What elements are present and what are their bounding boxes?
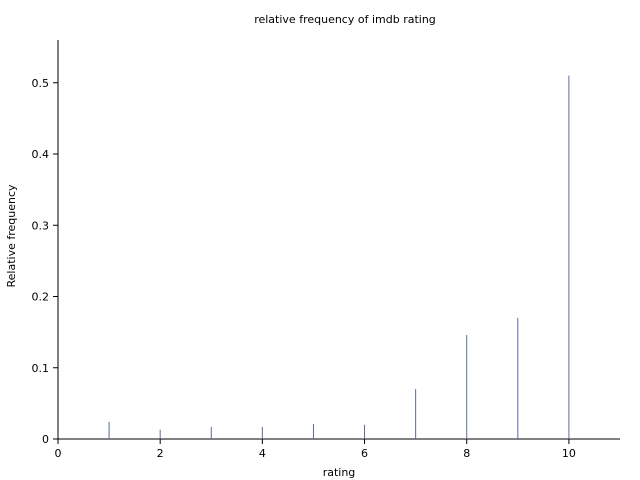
y-tick-label: 0.4 [32, 148, 50, 161]
x-tick-label: 0 [55, 447, 62, 460]
chart-title: relative frequency of imdb rating [254, 13, 436, 26]
y-tick-label: 0 [42, 433, 49, 446]
x-tick-label: 6 [361, 447, 368, 460]
y-tick-label: 0.1 [32, 362, 50, 375]
y-tick-label: 0.2 [32, 291, 50, 304]
x-tick-label: 8 [463, 447, 470, 460]
x-ticks: 0 2 4 6 8 10 [55, 439, 576, 460]
y-axis-label: Relative frequency [5, 184, 18, 288]
bars [108, 75, 570, 439]
x-tick-label: 4 [259, 447, 266, 460]
y-ticks: 0 0.1 0.2 0.3 0.4 0.5 [32, 77, 58, 446]
x-tick-label: 10 [562, 447, 576, 460]
axes [57, 40, 620, 440]
x-axis-label: rating [323, 466, 356, 479]
y-tick-label: 0.5 [32, 77, 50, 90]
x-tick-label: 2 [157, 447, 164, 460]
y-tick-label: 0.3 [32, 219, 50, 232]
